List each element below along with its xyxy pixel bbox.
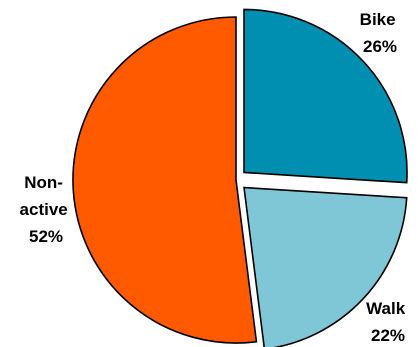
- slice-label-bike-name: Bike: [360, 10, 396, 29]
- pie-slice-walk: [243, 186, 408, 347]
- slice-label-non-active: Non- active 52%: [20, 173, 73, 246]
- slice-label-non-active-line2: active: [20, 200, 68, 219]
- slice-label-bike: Bike 26%: [360, 10, 401, 56]
- slice-label-walk-percent: 22%: [371, 326, 405, 345]
- pie-slices: [72, 8, 408, 347]
- slice-label-non-active-percent: 52%: [29, 227, 63, 246]
- slice-label-bike-percent: 26%: [363, 37, 397, 56]
- slice-label-non-active-line1: Non-: [24, 173, 63, 192]
- slice-label-walk: Walk 22%: [366, 299, 410, 345]
- slice-label-walk-name: Walk: [366, 299, 406, 318]
- pie-slice-non-active: [72, 16, 258, 344]
- pie-slice-bike: [243, 8, 408, 184]
